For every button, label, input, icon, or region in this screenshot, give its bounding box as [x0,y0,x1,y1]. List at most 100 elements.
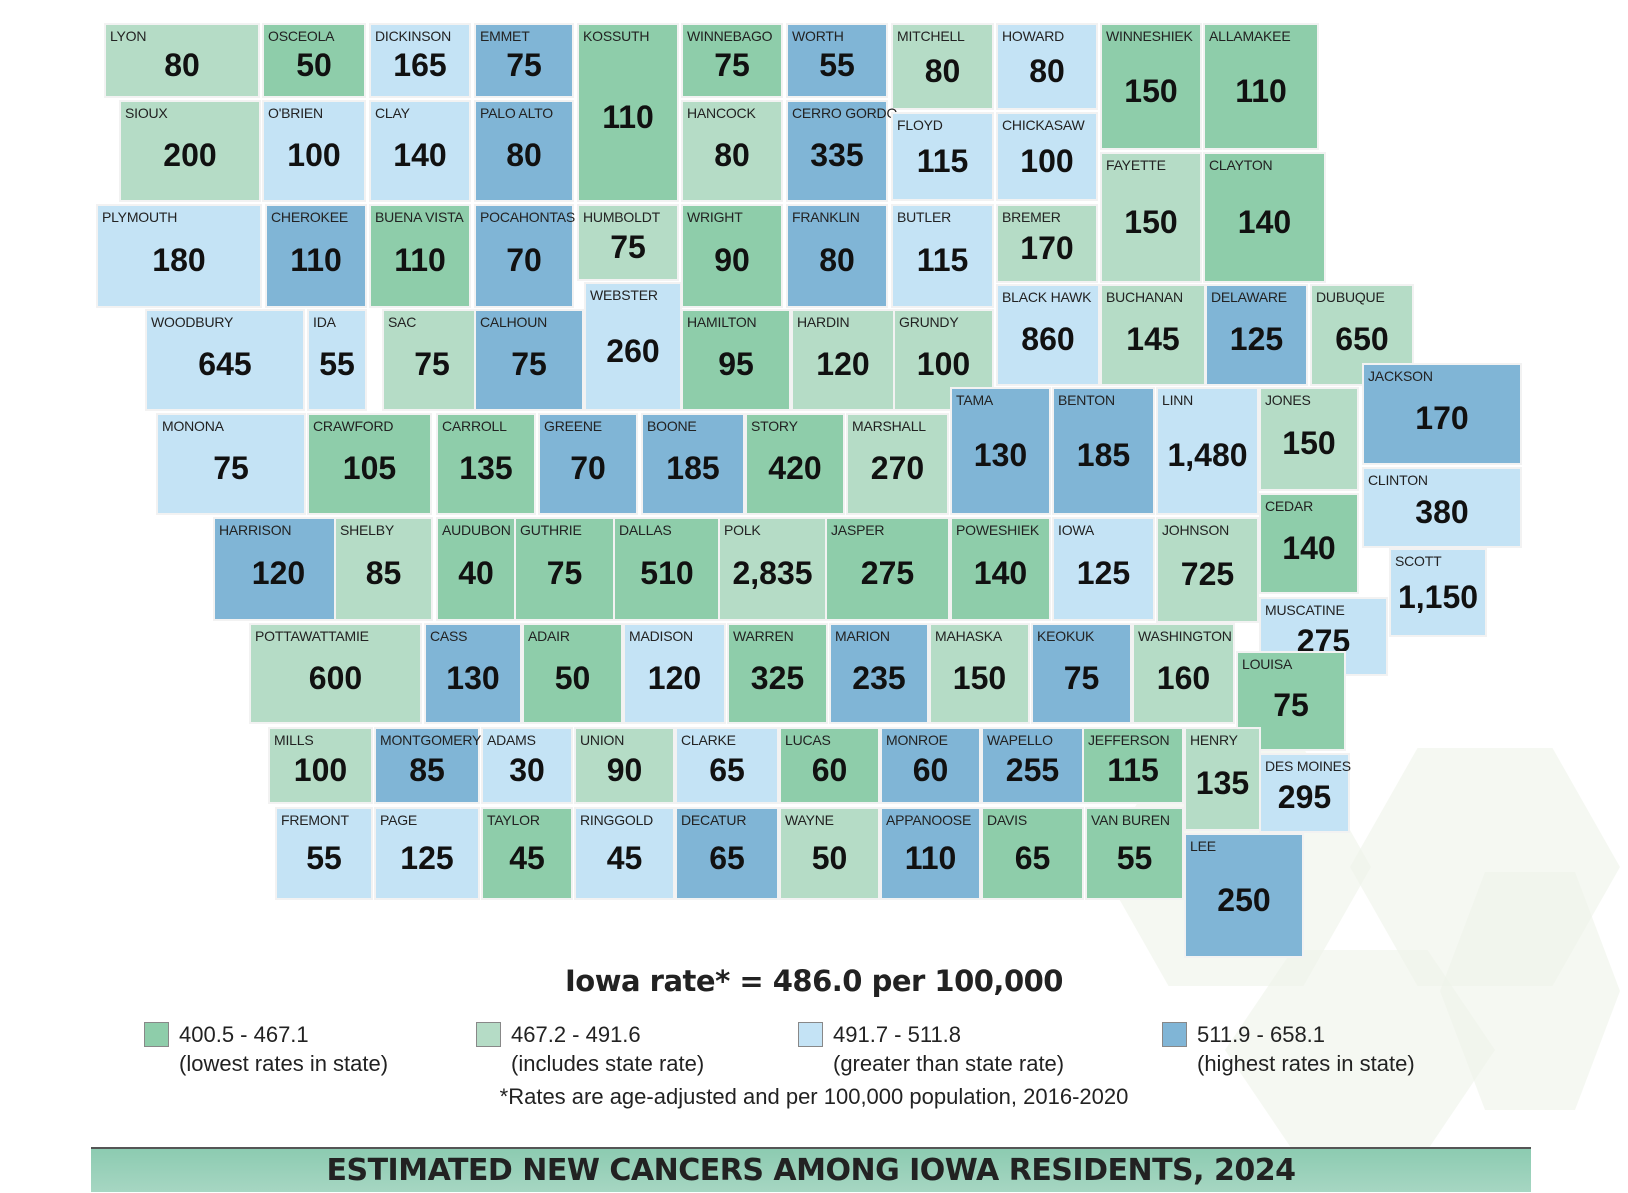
county-name: JEFFERSON [1088,732,1170,748]
county-value: 80 [924,52,961,89]
county-black-hawk: BLACK HAWK 860 [996,284,1100,386]
county-tama: TAMA 130 [950,387,1051,515]
county-hardin: HARDIN 120 [791,309,895,411]
county-fremont: FREMONT 55 [275,807,373,900]
legend-item-lowest: 400.5 - 467.1 (lowest rates in state) [144,1020,388,1078]
legend-swatch [1162,1022,1187,1047]
county-name: WAPELLO [987,732,1053,748]
county-name: LOUISA [1242,656,1293,672]
county-washington: WASHINGTON 160 [1132,623,1235,724]
county-name: ADAIR [528,628,570,644]
county-pottawattamie: POTTAWATTAMIE 600 [249,623,422,724]
county-name: VAN BUREN [1091,812,1170,828]
county-jasper: JASPER 275 [825,517,950,621]
county-name: CARROLL [442,418,507,434]
county-value: 75 [1063,659,1100,696]
county-name: HANCOCK [687,105,756,121]
county-union: UNION 90 [574,727,675,804]
county-name: BUTLER [897,209,952,225]
county-value: 50 [296,46,332,83]
county-name: WOODBURY [151,314,234,330]
county-name: POLK [724,522,761,538]
county-name: LUCAS [785,732,831,748]
county-name: TAYLOR [487,812,540,828]
county-value: 150 [1124,203,1178,240]
county-value: 115 [916,241,969,278]
county-cherokee: CHEROKEE 110 [265,204,367,308]
county-adams: ADAMS 30 [481,727,573,804]
county-name: POCAHONTAS [480,209,575,225]
county-value: 135 [1195,764,1250,801]
county-value: 30 [509,751,545,788]
county-sioux: SIOUX 200 [119,100,261,202]
county-value: 200 [163,136,217,173]
county-value: 100 [916,345,971,382]
county-name: DELAWARE [1211,289,1287,305]
county-value: 100 [1020,142,1074,179]
county-value: 185 [666,449,720,486]
county-value: 75 [546,554,583,591]
county-shelby: SHELBY 85 [334,517,433,621]
county-name: DAVIS [987,812,1027,828]
county-lee: LEE 250 [1184,833,1304,958]
county-value: 2,835 [732,554,813,591]
county-value: 110 [290,241,342,278]
county-value: 65 [1014,839,1051,876]
county-value: 45 [606,839,643,876]
county-value: 140 [973,554,1028,591]
county-emmet: EMMET 75 [474,23,574,98]
county-crawford: CRAWFORD 105 [307,413,432,515]
county-howard: HOWARD 80 [996,23,1098,110]
county-name: MILLS [274,732,314,748]
county-value: 420 [768,449,822,486]
county-name: CEDAR [1265,498,1314,514]
county-value: 150 [952,659,1007,696]
county-value: 510 [640,554,694,591]
county-value: 70 [570,449,606,486]
county-delaware: DELAWARE 125 [1205,284,1308,386]
county-winneshiek: WINNESHIEK 150 [1100,23,1202,150]
county-franklin: FRANKLIN 80 [786,204,888,308]
county-page: PAGE 125 [374,807,480,900]
county-name: WINNESHIEK [1106,28,1193,44]
county-o-brien: O'BRIEN 100 [262,100,366,202]
county-name: CASS [430,628,468,644]
county-value: 1,480 [1167,436,1248,473]
county-madison: MADISON 120 [623,623,726,724]
county-value: 115 [916,142,969,179]
county-name: KEOKUK [1037,628,1095,644]
county-clinton: CLINTON 380 [1362,467,1522,548]
county-value: 235 [852,659,906,696]
county-name: GUTHRIE [520,522,582,538]
county-wapello: WAPELLO 255 [981,727,1084,804]
county-name: JOHNSON [1162,522,1230,538]
county-value: 295 [1277,778,1332,815]
county-winnebago: WINNEBAGO 75 [681,23,783,98]
county-name: CLINTON [1368,472,1428,488]
county-value: 75 [511,345,547,382]
county-value: 185 [1076,436,1131,473]
county-name: POTTAWATTAMIE [255,628,369,644]
county-monona: MONONA 75 [156,413,306,515]
county-value: 165 [393,46,447,83]
county-name: HENRY [1190,732,1238,748]
county-decatur: DECATUR 65 [675,807,779,900]
legend-item-includes: 467.2 - 491.6 (includes state rate) [476,1020,704,1078]
iowa-county-map: LYON 80 OSCEOLA 50 DICKINSON 165 EMMET 75 KOSSUT… [96,23,1522,958]
county-name: PAGE [380,812,418,828]
county-value: 70 [506,241,542,278]
county-value: 600 [308,659,363,696]
county-name: OSCEOLA [268,28,335,44]
county-name: SIOUX [125,105,168,121]
county-name: ADAMS [487,732,536,748]
county-polk: POLK 2,835 [718,517,827,621]
county-worth: WORTH 55 [786,23,888,98]
county-value: 110 [1235,72,1287,109]
county-clay: CLAY 140 [369,100,471,202]
county-chickasaw: CHICKASAW 100 [996,112,1098,201]
county-name: UNION [580,732,625,748]
county-hamilton: HAMILTON 95 [681,309,791,411]
legend-range: 467.2 - 491.6 [511,1022,641,1047]
county-name: FAYETTE [1106,157,1166,173]
county-value: 275 [860,554,915,591]
